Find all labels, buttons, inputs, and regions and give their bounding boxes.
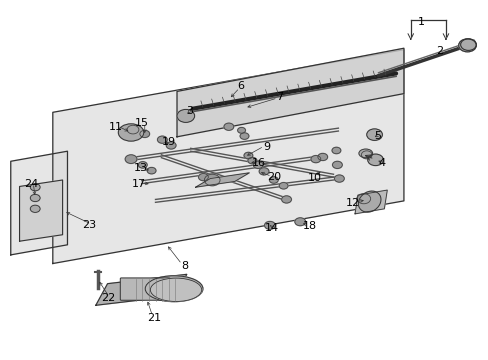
Text: 6: 6 xyxy=(237,81,244,91)
Ellipse shape xyxy=(358,149,372,158)
Circle shape xyxy=(356,194,370,204)
Text: 10: 10 xyxy=(307,173,321,183)
Circle shape xyxy=(332,161,342,168)
Circle shape xyxy=(30,194,40,202)
Text: 17: 17 xyxy=(132,179,145,189)
Circle shape xyxy=(127,125,139,134)
Polygon shape xyxy=(354,190,386,214)
Circle shape xyxy=(125,155,137,163)
Circle shape xyxy=(367,154,383,166)
Circle shape xyxy=(460,39,475,50)
Circle shape xyxy=(259,168,268,175)
FancyBboxPatch shape xyxy=(120,278,170,300)
Ellipse shape xyxy=(358,191,380,212)
Polygon shape xyxy=(11,151,67,255)
Text: 12: 12 xyxy=(346,198,359,208)
Circle shape xyxy=(317,153,327,161)
Circle shape xyxy=(30,184,40,191)
Circle shape xyxy=(458,39,475,52)
Text: 16: 16 xyxy=(252,158,265,168)
Polygon shape xyxy=(195,173,249,187)
Circle shape xyxy=(334,175,344,182)
Circle shape xyxy=(244,152,252,159)
Text: 7: 7 xyxy=(276,92,283,102)
Circle shape xyxy=(198,174,208,181)
Text: 19: 19 xyxy=(162,137,176,147)
Circle shape xyxy=(253,161,263,168)
Text: 21: 21 xyxy=(147,312,161,323)
Text: 18: 18 xyxy=(303,221,316,231)
Text: 15: 15 xyxy=(135,118,149,128)
Text: 20: 20 xyxy=(266,172,280,182)
Polygon shape xyxy=(20,180,62,241)
Circle shape xyxy=(240,133,248,139)
Circle shape xyxy=(269,177,278,183)
Circle shape xyxy=(138,162,147,168)
Circle shape xyxy=(264,221,275,229)
Text: 22: 22 xyxy=(101,293,116,303)
Circle shape xyxy=(247,157,256,164)
Circle shape xyxy=(361,151,371,159)
Circle shape xyxy=(224,123,233,130)
Circle shape xyxy=(204,174,220,186)
Text: 4: 4 xyxy=(378,158,385,168)
Text: 5: 5 xyxy=(374,131,381,141)
Circle shape xyxy=(331,147,340,154)
Circle shape xyxy=(294,218,305,226)
Circle shape xyxy=(310,156,320,163)
Polygon shape xyxy=(96,274,186,305)
Text: 11: 11 xyxy=(109,122,122,132)
Circle shape xyxy=(366,129,382,140)
Ellipse shape xyxy=(150,278,201,302)
Text: 23: 23 xyxy=(82,220,96,230)
Circle shape xyxy=(157,136,167,143)
Ellipse shape xyxy=(118,124,143,141)
Circle shape xyxy=(237,127,245,133)
Circle shape xyxy=(140,130,149,138)
Text: 13: 13 xyxy=(133,163,147,174)
Polygon shape xyxy=(177,48,403,137)
Circle shape xyxy=(177,109,194,122)
Text: 14: 14 xyxy=(264,223,278,233)
Text: 1: 1 xyxy=(417,17,424,27)
Text: 24: 24 xyxy=(24,179,39,189)
Text: 2: 2 xyxy=(436,46,443,56)
Circle shape xyxy=(279,183,287,189)
Text: 9: 9 xyxy=(263,142,270,152)
Text: 8: 8 xyxy=(181,261,188,271)
Circle shape xyxy=(30,205,40,212)
Circle shape xyxy=(166,142,176,149)
Polygon shape xyxy=(53,50,403,264)
Text: 3: 3 xyxy=(186,106,193,116)
Circle shape xyxy=(281,196,291,203)
Circle shape xyxy=(147,167,156,174)
Ellipse shape xyxy=(145,276,203,302)
